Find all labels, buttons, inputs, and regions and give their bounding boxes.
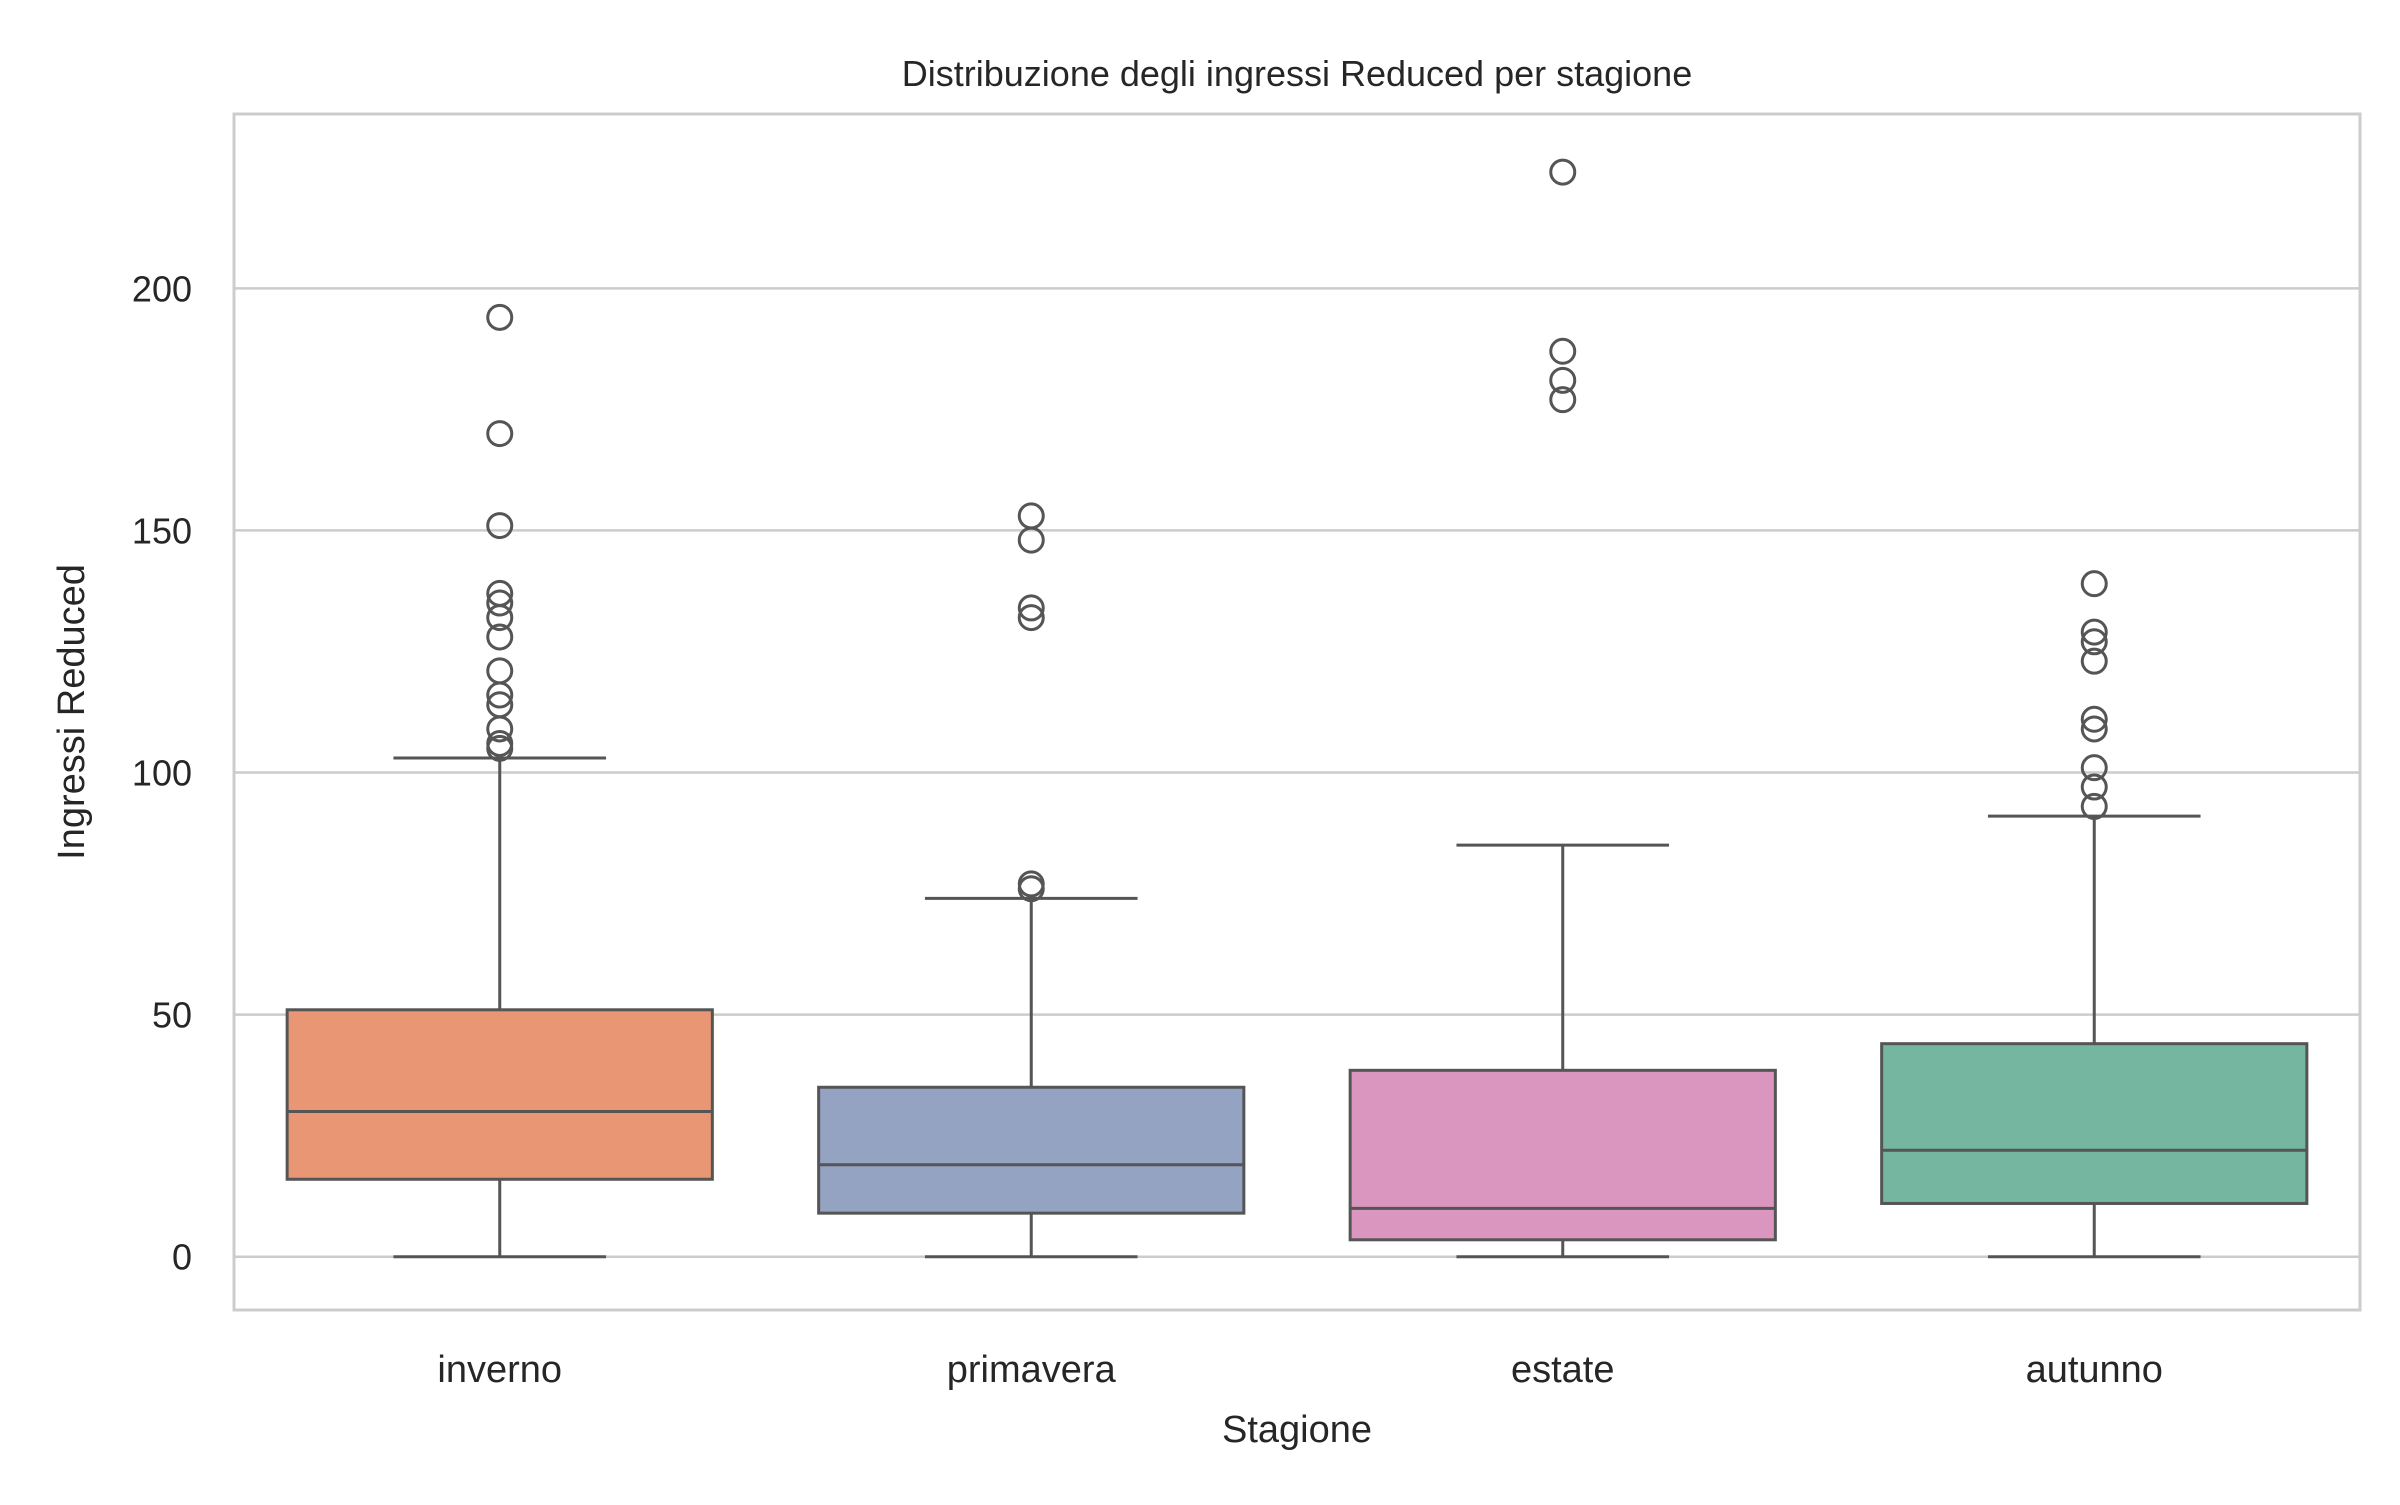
x-tick-label-primavera: primavera [947, 1349, 1117, 1391]
iqr-box-inverno [285, 1008, 714, 1181]
x-tick-labels: inverno primavera estate autunno [437, 1349, 2163, 1391]
outlier-inverno-10 [486, 512, 514, 540]
outlier-autunno-7 [2080, 618, 2108, 646]
outlier-primavera-1 [1017, 870, 1045, 898]
x-tick-label-inverno: inverno [437, 1349, 562, 1391]
outlier-autunno-6 [2080, 628, 2108, 656]
outlier-inverno-8 [486, 589, 514, 617]
x-tick-label-autunno: autunno [2026, 1349, 2163, 1391]
outlier-inverno-11 [486, 420, 514, 448]
outlier-autunno-4 [2080, 705, 2108, 733]
outlier-autunno-5 [2080, 647, 2108, 675]
outlier-primavera-3 [1017, 594, 1045, 622]
x-axis-label: Stagione [1222, 1409, 1372, 1451]
outlier-estate-1 [1549, 366, 1577, 394]
iqr-box-estate [1348, 1068, 1777, 1242]
outlier-autunno-2 [2080, 754, 2108, 782]
outlier-autunno-8 [2080, 570, 2108, 598]
outlier-estate-3 [1549, 158, 1577, 186]
y-tick-label-0: 0 [172, 1237, 192, 1278]
outlier-estate-0 [1549, 386, 1577, 414]
outlier-inverno-1 [486, 729, 514, 757]
y-tick-label-150: 150 [132, 510, 192, 551]
box-group-inverno [285, 303, 714, 1259]
outlier-inverno-6 [486, 623, 514, 651]
outlier-autunno-3 [2080, 715, 2108, 743]
y-tick-label-50: 50 [152, 995, 192, 1036]
iqr-box-autunno [1880, 1042, 2309, 1205]
box-group-primavera [817, 502, 1246, 1259]
outlier-primavera-5 [1017, 502, 1045, 530]
outlier-inverno-3 [486, 691, 514, 719]
outlier-inverno-9 [486, 579, 514, 607]
x-tick-label-estate: estate [1511, 1349, 1615, 1391]
y-tick-labels: 0 50 100 150 200 [132, 268, 192, 1277]
y-tick-label-200: 200 [132, 268, 192, 309]
outlier-primavera-2 [1017, 604, 1045, 632]
outlier-autunno-1 [2080, 773, 2108, 801]
chart-title: Distribuzione degli ingressi Reduced per… [902, 53, 1692, 94]
outlier-inverno-12 [486, 303, 514, 331]
box-series [285, 158, 2309, 1259]
y-axis-label: Ingressi Reduced [51, 564, 93, 860]
y-tick-label-100: 100 [132, 753, 192, 794]
outlier-estate-2 [1549, 337, 1577, 365]
box-group-autunno [1880, 570, 2309, 1259]
outlier-inverno-5 [486, 657, 514, 685]
outlier-autunno-0 [2080, 792, 2108, 820]
box-group-estate [1348, 158, 1777, 1259]
iqr-box-primavera [817, 1085, 1246, 1215]
plot-frame [232, 112, 2362, 1312]
